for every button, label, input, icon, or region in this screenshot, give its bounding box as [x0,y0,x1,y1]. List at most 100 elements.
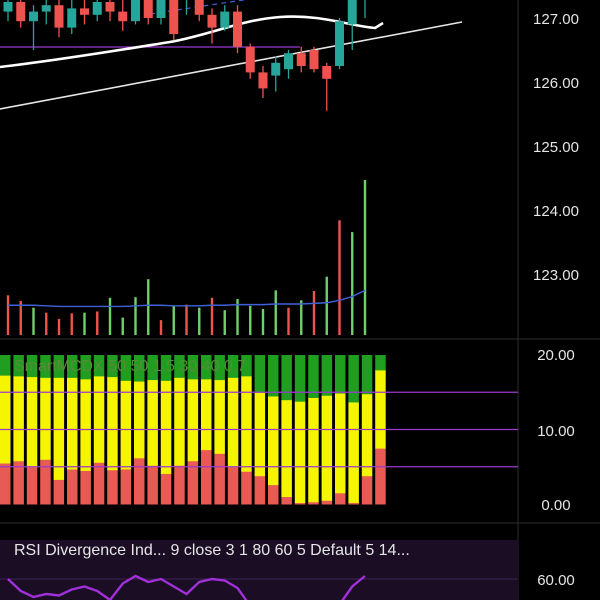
mcdx-segment-red [308,501,319,505]
mcdx-segment-green [80,355,91,380]
mcdx-segment-green [107,355,118,378]
candle-body [54,5,64,28]
mcdx-segment-yellow [93,375,105,463]
mcdx-segment-green [294,355,306,402]
mcdx-segment-yellow [375,369,386,449]
mcdx-segment-green [13,355,24,377]
mcdx-segment-yellow [281,399,292,498]
mcdx-segment-red [214,453,225,505]
moving-average-line [0,15,384,69]
volume-bar [96,311,99,335]
mcdx-segment-red [321,500,333,505]
mcdx-segment-yellow [201,378,212,451]
mcdx-segment-red [120,468,132,505]
mcdx-indicator-title: SmartMCDX 50 50 1.5 30 40 0.7 [14,358,246,375]
volume-bar [108,297,112,335]
mcdx-segment-yellow [67,377,78,470]
rsi-indicator-title: RSI Divergence Ind... 9 close 3 1 80 60 … [14,542,410,559]
volume-bar [210,297,214,335]
mcdx-segment-red [241,471,252,505]
candle-body [220,11,230,28]
mcdx-segment-green [67,355,78,378]
mcdx-segment-red [187,460,199,505]
mcdx-segment-red [201,449,212,505]
volume-bars [6,180,367,335]
mcdx-segment-yellow [335,392,346,494]
mcdx-segment-green [0,355,11,376]
volume-bar [223,310,226,335]
candle-body [80,8,89,15]
price-tick-3: 124.00 [533,203,579,220]
mcdx-segment-red [134,457,145,505]
mcdx-segment-red [375,448,386,505]
mcdx-segment-green [227,355,239,378]
volume-bar [147,279,150,335]
mcdx-segment-red [348,502,359,505]
mcdx-segment-yellow [147,379,158,466]
candle-body [207,14,217,28]
volume-bar [274,290,277,335]
candle-body [245,46,255,73]
candle-body [67,8,77,28]
candle-body [271,62,281,76]
mcdx-segment-red [107,469,118,505]
trendline [0,21,463,110]
mcdx-segment-red [0,463,11,505]
candle-body [143,0,153,19]
mcdx-segment-yellow [0,375,11,464]
candle-body [118,11,128,22]
volume-bar [57,318,61,335]
price-candles [3,0,366,111]
volume-bar [185,304,188,335]
volume-bar [6,295,10,335]
price-tick-4: 123.00 [533,267,579,284]
mcdx-segment-red [281,496,292,505]
mcdx-segment-yellow [361,393,373,477]
mcdx-segment-red [67,468,78,505]
mcdx-segment-yellow [348,401,359,504]
volume-bar [236,299,239,335]
price-tick-1: 126.00 [533,75,579,92]
mcdx-segment-yellow [80,378,91,471]
volume-bar [312,290,316,335]
candle-body [296,53,306,66]
mcdx-segment-green [93,355,105,377]
mcdx-segment-green [348,355,359,403]
candle-body [16,2,26,22]
volume-ma-line [8,289,366,308]
mcdx-segment-yellow [160,380,172,474]
mcdx-segment-red [174,465,185,505]
mcdx-segment-yellow [321,395,333,501]
mcdx-segment-green [335,355,346,394]
mcdx-reference-lines [0,391,518,468]
candle-body [309,50,319,70]
mcdx-segment-green [40,355,51,378]
mcdx-segment-yellow [227,377,239,468]
mcdx-segment-red [160,473,172,505]
mcdx-segment-red [40,459,51,505]
mcdx-segment-green [281,355,292,401]
rsi-band [0,540,518,600]
mcdx-tick-1: 10.00 [537,423,575,440]
candle-body [3,2,13,12]
volume-bar [172,305,175,335]
mcdx-segment-yellow [241,375,252,472]
candle-body [156,0,166,19]
mcdx-segment-green [120,355,132,381]
volume-bar [134,297,137,335]
candle-body [169,0,179,35]
mcdx-segment-yellow [40,377,51,460]
mcdx-segment-yellow [107,376,118,471]
volume-bar [351,232,354,335]
candle-body [41,5,51,12]
mcdx-segment-red [80,470,91,505]
candle-body [347,0,357,25]
volume-bar [249,305,252,335]
mcdx-segment-yellow [13,375,24,462]
volume-bar [70,313,73,335]
mcdx-segment-green [241,355,252,377]
rsi-tick-0: 60.00 [537,572,575,589]
mcdx-segment-yellow [268,395,279,486]
mcdx-segment-green [201,355,212,380]
